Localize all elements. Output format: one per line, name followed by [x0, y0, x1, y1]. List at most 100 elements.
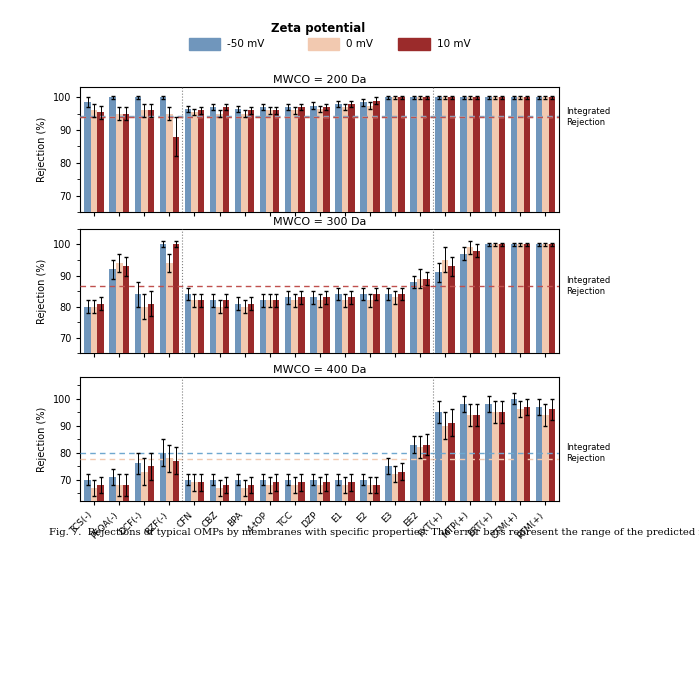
Bar [373, 485, 380, 669]
Bar [166, 263, 173, 556]
Bar [524, 244, 530, 556]
Bar [367, 106, 373, 425]
Bar [398, 294, 405, 556]
Bar [141, 110, 147, 425]
Bar [498, 412, 505, 669]
Bar [310, 480, 317, 669]
Bar [273, 300, 280, 556]
Bar [524, 406, 530, 669]
Bar [147, 110, 154, 425]
Bar [216, 114, 223, 425]
Bar [535, 406, 542, 669]
Bar [385, 98, 391, 425]
Bar [85, 480, 91, 669]
Y-axis label: Rejection (%): Rejection (%) [38, 117, 48, 182]
Bar [159, 453, 166, 669]
Bar [342, 300, 348, 556]
Bar [260, 107, 266, 425]
Bar [510, 98, 517, 425]
Bar [210, 107, 216, 425]
Bar [173, 461, 179, 669]
Bar [435, 273, 442, 556]
Bar [91, 488, 97, 669]
Bar [424, 445, 430, 669]
Bar [97, 304, 104, 556]
Bar [391, 474, 398, 669]
Bar [159, 244, 166, 556]
Bar [535, 98, 542, 425]
Bar [391, 297, 398, 556]
Bar [285, 480, 291, 669]
Bar [323, 483, 329, 669]
Bar [134, 98, 141, 425]
Bar [467, 415, 473, 669]
Bar [535, 244, 542, 556]
Bar [542, 415, 549, 669]
Text: Integrated
Rejection: Integrated Rejection [566, 276, 611, 296]
Bar [442, 98, 448, 425]
Bar [235, 304, 241, 556]
Bar [486, 244, 492, 556]
Bar [266, 300, 273, 556]
Bar [549, 409, 555, 669]
Bar [159, 98, 166, 425]
Bar [248, 304, 254, 556]
Bar [467, 248, 473, 556]
Bar [241, 307, 248, 556]
Bar [235, 480, 241, 669]
Bar [173, 244, 179, 556]
Bar [310, 297, 317, 556]
Bar [241, 114, 248, 425]
Bar [385, 294, 391, 556]
Bar [317, 485, 323, 669]
Bar [549, 98, 555, 425]
Bar [147, 466, 154, 669]
Title: MWCO = 300 Da: MWCO = 300 Da [273, 217, 366, 227]
Bar [223, 485, 229, 669]
Bar [473, 415, 480, 669]
Bar [122, 485, 129, 669]
Bar [410, 282, 417, 556]
Bar [424, 98, 430, 425]
Bar [448, 423, 455, 669]
Bar [173, 137, 179, 425]
Bar [298, 483, 305, 669]
Bar [492, 412, 498, 669]
Bar [198, 300, 204, 556]
Bar [335, 480, 342, 669]
Bar [549, 244, 555, 556]
Bar [335, 104, 342, 425]
Bar [223, 300, 229, 556]
Bar [91, 307, 97, 556]
Bar [486, 98, 492, 425]
Bar [91, 110, 97, 425]
Bar [317, 300, 323, 556]
Bar [410, 445, 417, 669]
Bar [417, 279, 424, 556]
Bar [391, 98, 398, 425]
Bar [542, 98, 549, 425]
Bar [373, 294, 380, 556]
Bar [524, 98, 530, 425]
Bar [348, 483, 354, 669]
Text: Zeta potential: Zeta potential [271, 22, 365, 35]
Bar [166, 458, 173, 669]
Bar [517, 98, 524, 425]
Bar [335, 294, 342, 556]
Bar [110, 98, 116, 425]
Bar [291, 485, 298, 669]
Bar [185, 109, 192, 425]
Bar [285, 297, 291, 556]
Bar [210, 300, 216, 556]
Bar [373, 100, 380, 425]
Bar [435, 98, 442, 425]
Bar [486, 404, 492, 669]
Bar [85, 102, 91, 425]
Bar [198, 483, 204, 669]
Bar [360, 480, 367, 669]
Bar [291, 300, 298, 556]
Bar [97, 485, 104, 669]
Bar [510, 398, 517, 669]
Bar [266, 110, 273, 425]
Bar [248, 110, 254, 425]
